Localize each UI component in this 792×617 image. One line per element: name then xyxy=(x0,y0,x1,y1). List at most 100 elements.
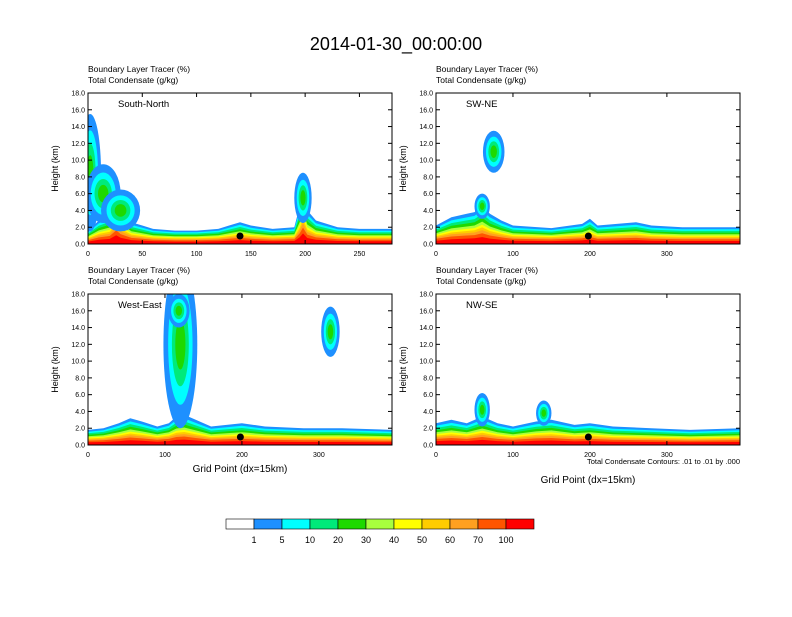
y-tick-label: 2.0 xyxy=(75,426,85,433)
panel-subtitle: Boundary Layer Tracer (%) xyxy=(436,64,538,74)
plot-frame xyxy=(435,293,741,446)
y-tick-label: 14.0 xyxy=(419,325,433,332)
tracer-plume xyxy=(327,324,334,340)
y-tick-label: 6.0 xyxy=(75,191,85,198)
condensate-contour-note: Total Condensate Contours: .01 to .01 by… xyxy=(587,457,740,466)
panel-label: West-East xyxy=(118,300,162,311)
panel-subtitle: Boundary Layer Tracer (%) xyxy=(88,64,190,74)
y-tick-label: 16.0 xyxy=(419,308,433,315)
colorbar-swatch xyxy=(393,518,423,530)
chart-panel: 0.0 2.0 4.0 6.0 8.0 10.0 12.0 14.0 16.0 18.0 0 100 2… xyxy=(398,64,741,258)
colorbar-label: 30 xyxy=(361,535,371,545)
panel-subtitle: Total Condensate (g/kg) xyxy=(436,276,526,286)
x-tick-label: 150 xyxy=(245,251,257,258)
colorbar-swatch xyxy=(253,518,283,530)
panel-subtitle: Boundary Layer Tracer (%) xyxy=(88,265,190,275)
y-tick-label: 16.0 xyxy=(71,308,85,315)
x-tick-label: 0 xyxy=(86,251,90,258)
x-tick-label: 0 xyxy=(434,452,438,459)
tracer-plume xyxy=(175,319,186,370)
colorbar-swatch xyxy=(365,518,395,530)
y-tick-label: 14.0 xyxy=(71,124,85,131)
x-tick-label: 200 xyxy=(299,251,311,258)
colorbar-swatch xyxy=(477,518,507,530)
x-tick-label: 200 xyxy=(236,452,248,459)
colorbar-label: 5 xyxy=(279,535,284,545)
tracer-plume xyxy=(175,305,183,316)
x-tick-label: 0 xyxy=(86,452,90,459)
y-tick-label: 12.0 xyxy=(419,342,433,349)
x-axis-label: Grid Point (dx=15km) xyxy=(193,464,288,475)
colorbar-swatch xyxy=(309,518,339,530)
x-tick-label: 200 xyxy=(584,251,596,258)
tracer-plume xyxy=(479,404,485,415)
colorbar: 1 5 10 20 30 40 50 60 70 100 xyxy=(225,518,535,545)
y-tick-label: 18.0 xyxy=(419,292,433,299)
colorbar-label: 40 xyxy=(389,535,399,545)
plot-area xyxy=(88,294,392,445)
panel-subtitle: Boundary Layer Tracer (%) xyxy=(436,265,538,275)
x-tick-label: 200 xyxy=(584,452,596,459)
colorbar-label: 50 xyxy=(417,535,427,545)
y-tick-label: 8.0 xyxy=(423,174,433,181)
plot-frame xyxy=(87,293,393,446)
panels: 0.0 2.0 4.0 6.0 8.0 10.0 12.0 14.0 16.0 18.0 0 50 10… xyxy=(50,64,741,486)
tracer-band xyxy=(436,439,740,445)
y-tick-label: 12.0 xyxy=(71,141,85,148)
y-tick-label: 8.0 xyxy=(75,174,85,181)
tracer-band xyxy=(436,237,740,244)
panel-subtitle: Total Condensate (g/kg) xyxy=(88,75,178,85)
y-tick-label: 12.0 xyxy=(419,141,433,148)
y-axis-label: Height (km) xyxy=(398,346,408,393)
colorbar-label: 20 xyxy=(333,535,343,545)
plot-area xyxy=(88,113,392,244)
y-tick-label: 4.0 xyxy=(75,409,85,416)
panel-subtitle: Total Condensate (g/kg) xyxy=(436,75,526,85)
y-tick-label: 10.0 xyxy=(419,158,433,165)
colorbar-label: 10 xyxy=(305,535,315,545)
plot-area xyxy=(436,392,740,445)
colorbar-swatch xyxy=(449,518,479,530)
x-tick-label: 250 xyxy=(354,251,366,258)
plot-frame xyxy=(87,92,393,245)
panel-label: NW-SE xyxy=(466,300,498,311)
x-axis-label: Grid Point (dx=15km) xyxy=(541,475,636,486)
colorbar-swatch xyxy=(421,518,451,530)
x-tick-label: 300 xyxy=(313,452,325,459)
x-tick-label: 50 xyxy=(138,251,146,258)
x-tick-label: 300 xyxy=(661,251,673,258)
panel-label: South-North xyxy=(118,99,169,110)
y-tick-label: 4.0 xyxy=(75,208,85,215)
y-tick-label: 16.0 xyxy=(419,107,433,114)
y-tick-label: 6.0 xyxy=(75,392,85,399)
y-tick-label: 0.0 xyxy=(75,242,85,249)
colorbar-swatch xyxy=(281,518,311,530)
y-axis-label: Height (km) xyxy=(50,145,60,192)
y-tick-label: 8.0 xyxy=(423,375,433,382)
y-tick-label: 18.0 xyxy=(419,91,433,98)
y-tick-label: 4.0 xyxy=(423,208,433,215)
tracer-band xyxy=(88,233,392,244)
tracer-plume xyxy=(479,202,485,211)
y-tick-label: 14.0 xyxy=(71,325,85,332)
tracer-plume xyxy=(490,145,497,159)
y-tick-label: 6.0 xyxy=(423,191,433,198)
x-tick-label: 100 xyxy=(191,251,203,258)
y-tick-label: 10.0 xyxy=(71,359,85,366)
plot-area xyxy=(436,130,740,244)
tracer-plume xyxy=(541,409,547,417)
colorbar-swatch xyxy=(337,518,367,530)
y-tick-label: 2.0 xyxy=(423,225,433,232)
panel-label: SW-NE xyxy=(466,99,498,110)
y-axis-label: Height (km) xyxy=(50,346,60,393)
colorbar-swatch xyxy=(505,518,535,530)
y-axis-label: Height (km) xyxy=(398,145,408,192)
location-marker xyxy=(584,433,592,441)
y-tick-label: 12.0 xyxy=(71,342,85,349)
y-tick-label: 18.0 xyxy=(71,91,85,98)
colorbar-label: 100 xyxy=(498,535,513,545)
colorbar-label: 1 xyxy=(251,535,256,545)
y-tick-label: 8.0 xyxy=(75,375,85,382)
x-tick-label: 300 xyxy=(661,452,673,459)
panel-subtitle: Total Condensate (g/kg) xyxy=(88,276,178,286)
